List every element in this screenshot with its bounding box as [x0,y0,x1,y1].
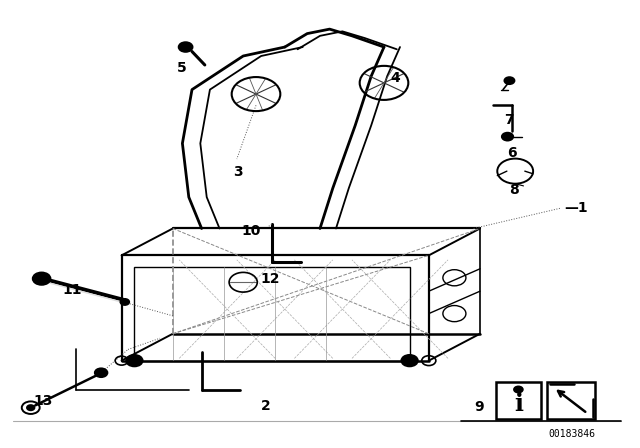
Text: 3: 3 [233,165,243,180]
Text: 6: 6 [507,146,517,160]
Text: i: i [514,392,523,416]
Text: 10: 10 [242,224,261,238]
Circle shape [179,42,193,52]
Text: 11: 11 [63,283,82,297]
Bar [547,382,595,419]
Text: 00183846: 00183846 [548,429,595,439]
Text: 4: 4 [390,71,401,86]
Circle shape [120,299,129,305]
Text: 9: 9 [474,400,484,414]
Circle shape [514,386,523,392]
Circle shape [126,355,143,366]
Bar [496,382,541,419]
Circle shape [95,368,108,377]
Text: 7: 7 [504,113,514,127]
Text: 13: 13 [34,394,53,408]
Circle shape [502,133,513,141]
Bar [134,267,410,361]
Text: —1: —1 [564,201,588,215]
Circle shape [504,77,515,84]
Text: 2: 2 [261,399,271,414]
Circle shape [401,355,418,366]
Text: 8: 8 [509,183,519,198]
Text: 12: 12 [260,271,280,286]
Circle shape [33,272,51,285]
Circle shape [27,405,35,410]
Text: 5: 5 [177,61,187,75]
